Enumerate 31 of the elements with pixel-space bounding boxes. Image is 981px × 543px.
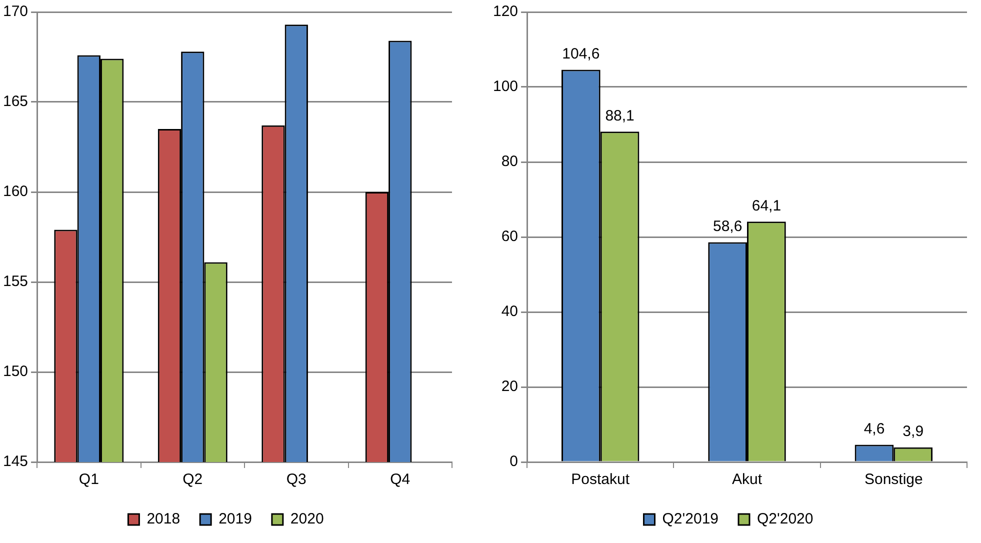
- y-tick-label: 60: [501, 228, 518, 246]
- legend-label: Q2'2019: [662, 510, 719, 528]
- x-tick-label: Postakut: [571, 471, 630, 488]
- data-label: 64,1: [752, 197, 782, 214]
- data-label: 104,6: [562, 45, 600, 62]
- data-label: 88,1: [605, 107, 634, 124]
- x-tick-label: Akut: [732, 471, 763, 488]
- data-label: 58,6: [712, 218, 742, 235]
- x-tick-label: Q1: [78, 471, 99, 488]
- y-tick-label: 80: [501, 153, 518, 170]
- y-tick-label: 165: [2, 93, 28, 110]
- legend-label: 2018: [146, 510, 180, 528]
- y-tick-label: 100: [492, 78, 518, 96]
- y-tick-label: 145: [2, 453, 28, 470]
- x-tick-label: Sonstige: [864, 471, 923, 488]
- x-tick-label: Q3: [286, 471, 306, 488]
- x-tick-label: Q2: [182, 471, 203, 488]
- legend-label: Q2'2020: [757, 510, 814, 528]
- y-tick-label: 170: [2, 3, 28, 20]
- y-tick-label: 155: [2, 273, 28, 290]
- y-tick-label: 20: [501, 378, 518, 396]
- y-tick-label: 120: [492, 3, 518, 20]
- y-tick-label: 160: [2, 183, 28, 200]
- data-label: 3,9: [902, 423, 924, 440]
- x-tick-label: Q4: [390, 471, 410, 488]
- legend-label: 2019: [218, 510, 252, 528]
- y-tick-label: 0: [510, 453, 518, 470]
- y-tick-label: 150: [2, 363, 28, 380]
- data-label: 4,6: [864, 420, 885, 438]
- legend-label: 2020: [290, 510, 324, 528]
- y-tick-label: 40: [501, 303, 518, 320]
